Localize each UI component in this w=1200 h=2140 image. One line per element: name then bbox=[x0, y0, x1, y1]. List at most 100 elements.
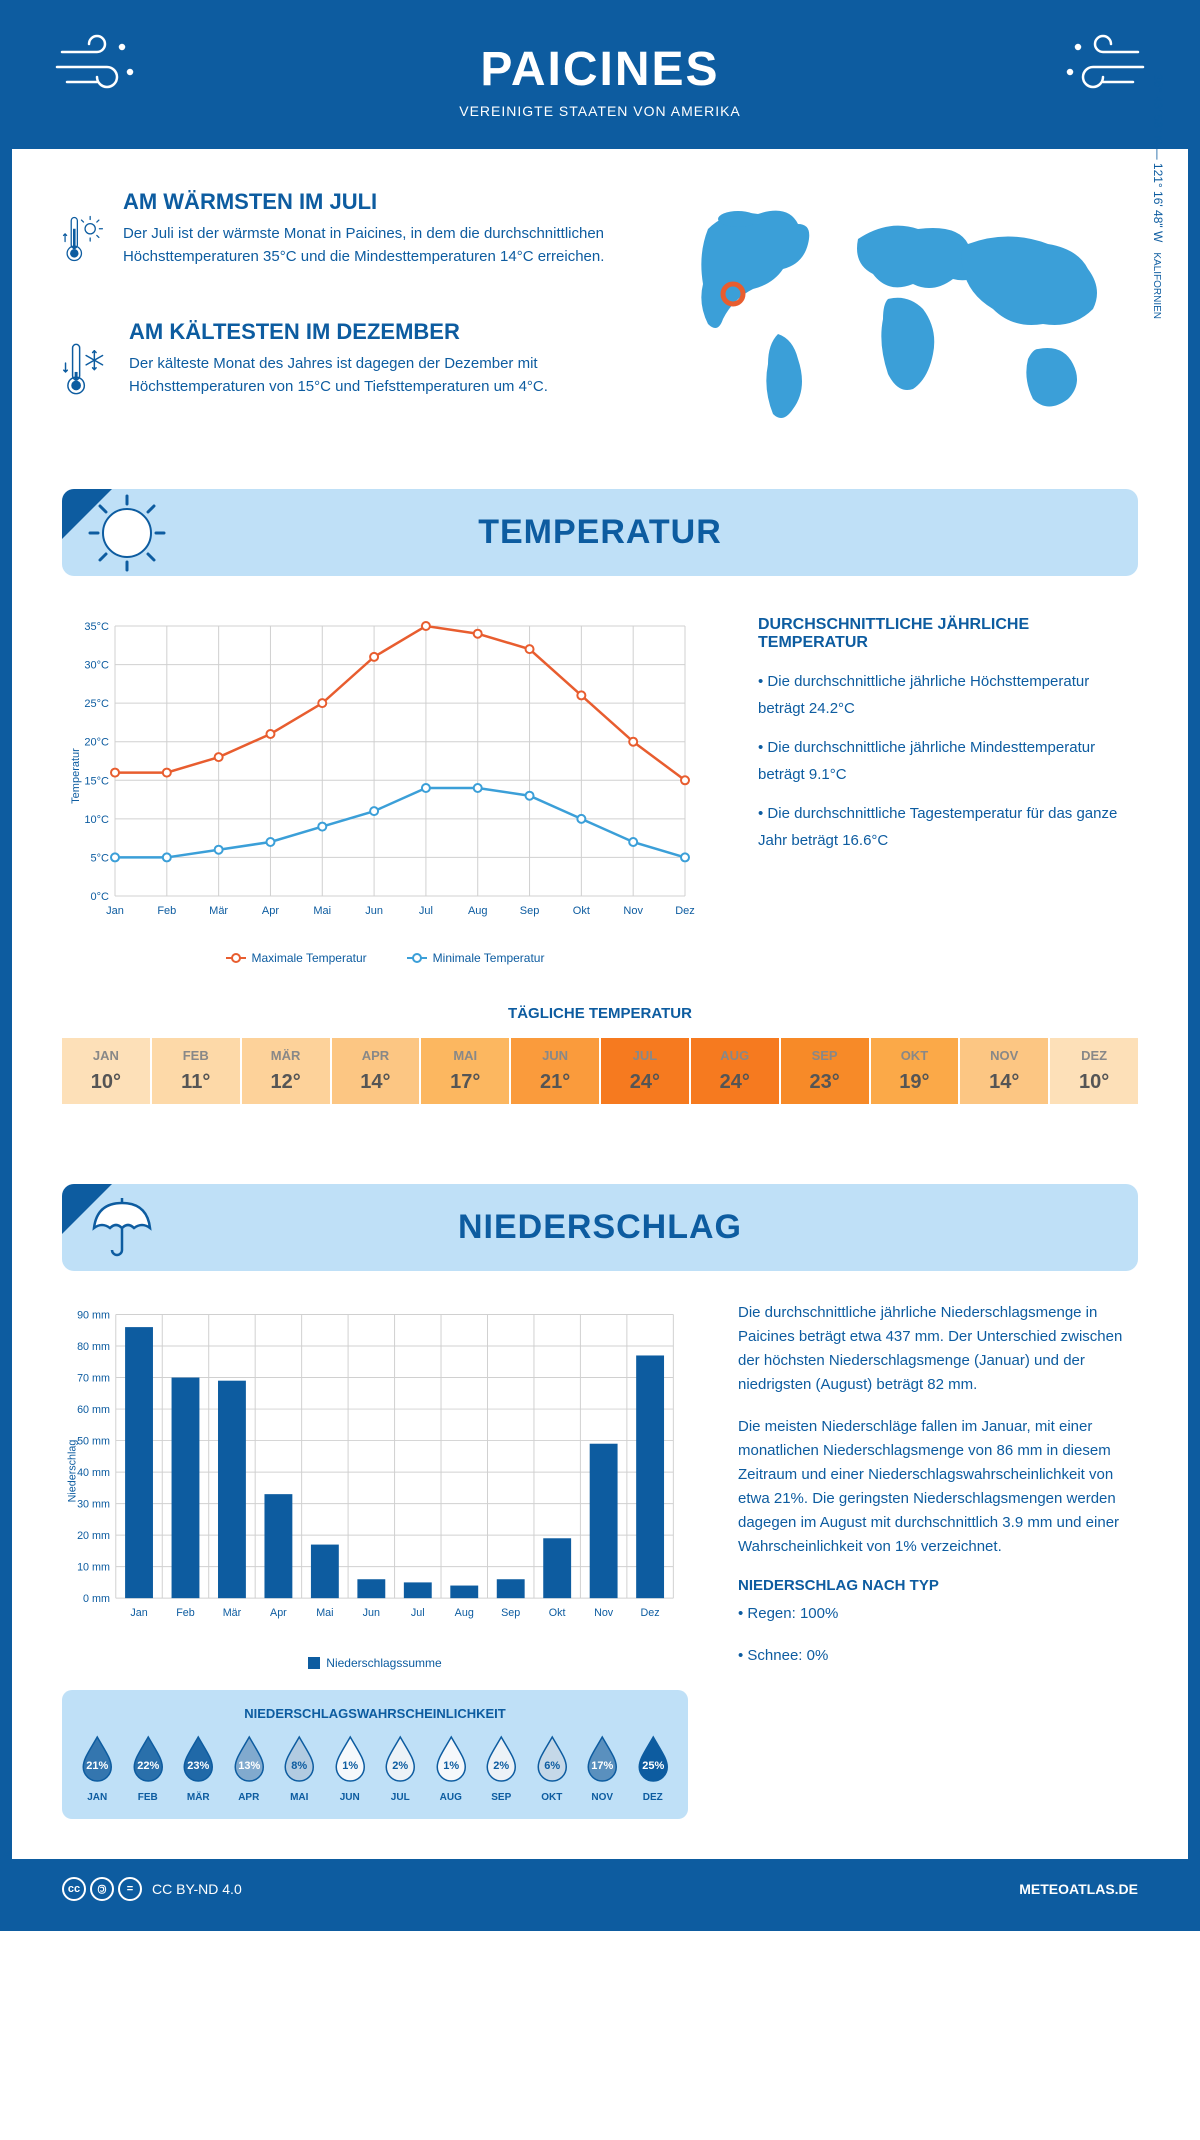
svg-text:Feb: Feb bbox=[157, 905, 176, 917]
page-footer: cc 🄯 = CC BY-ND 4.0 METEOATLAS.DE bbox=[12, 1859, 1188, 1919]
page-header: PAICINES VEREINIGTE STAATEN VON AMERIKA bbox=[12, 12, 1188, 149]
probability-drop: 23%MÄR bbox=[175, 1733, 222, 1803]
svg-text:70 mm: 70 mm bbox=[77, 1372, 110, 1384]
probability-drop: 17%NOV bbox=[579, 1733, 626, 1803]
svg-text:8%: 8% bbox=[291, 1760, 307, 1772]
svg-text:Mai: Mai bbox=[316, 1607, 333, 1619]
svg-text:Jan: Jan bbox=[106, 905, 124, 917]
thermometer-cold-icon bbox=[62, 319, 109, 419]
svg-text:Feb: Feb bbox=[176, 1607, 195, 1619]
temp-bullet: • Die durchschnittliche jährliche Höchst… bbox=[758, 668, 1138, 722]
svg-text:30 mm: 30 mm bbox=[77, 1499, 110, 1511]
svg-text:Okt: Okt bbox=[549, 1607, 566, 1619]
probability-drop: 13%APR bbox=[226, 1733, 273, 1803]
precip-type-title: NIEDERSCHLAG NACH TYP bbox=[738, 1577, 1138, 1594]
svg-text:Okt: Okt bbox=[573, 905, 590, 917]
temp-bullet: • Die durchschnittliche jährliche Mindes… bbox=[758, 734, 1138, 788]
location-subtitle: VEREINIGTE STAATEN VON AMERIKA bbox=[32, 103, 1168, 119]
coldest-title: AM KÄLTESTEN IM DEZEMBER bbox=[129, 319, 618, 345]
probability-drop: 6%OKT bbox=[529, 1733, 576, 1803]
svg-text:10 mm: 10 mm bbox=[77, 1562, 110, 1574]
precip-type-line: • Regen: 100% bbox=[738, 1602, 1138, 1626]
svg-text:80 mm: 80 mm bbox=[77, 1341, 110, 1353]
svg-text:5°C: 5°C bbox=[91, 852, 110, 864]
daily-temp-cell: JUL24° bbox=[601, 1038, 689, 1104]
svg-text:Nov: Nov bbox=[594, 1607, 614, 1619]
daily-temp-cell: JAN10° bbox=[62, 1038, 150, 1104]
site-name: METEOATLAS.DE bbox=[1019, 1881, 1138, 1897]
svg-text:Apr: Apr bbox=[262, 905, 279, 917]
warmest-text: Der Juli ist der wärmste Monat in Paicin… bbox=[123, 223, 618, 268]
daily-temp-cell: JUN21° bbox=[511, 1038, 599, 1104]
warmest-title: AM WÄRMSTEN IM JULI bbox=[123, 189, 618, 215]
thermometer-hot-icon bbox=[62, 189, 103, 289]
probability-drop: 1%JUN bbox=[327, 1733, 374, 1803]
svg-text:35°C: 35°C bbox=[84, 621, 109, 633]
daily-temp-cell: MÄR12° bbox=[242, 1038, 330, 1104]
temperature-banner: TEMPERATUR bbox=[62, 489, 1138, 576]
svg-text:17%: 17% bbox=[591, 1760, 613, 1772]
precipitation-heading: NIEDERSCHLAG bbox=[86, 1208, 1114, 1247]
precipitation-chart: 0 mm10 mm20 mm30 mm40 mm50 mm60 mm70 mm8… bbox=[62, 1301, 688, 1641]
coldest-text: Der kälteste Monat des Jahres ist dagege… bbox=[129, 353, 618, 398]
temp-bullet: • Die durchschnittliche Tagestemperatur … bbox=[758, 800, 1138, 854]
svg-text:20°C: 20°C bbox=[84, 737, 109, 749]
precip-type-line: • Schnee: 0% bbox=[738, 1644, 1138, 1668]
daily-temp-cell: AUG24° bbox=[691, 1038, 779, 1104]
svg-text:Sep: Sep bbox=[501, 1607, 520, 1619]
svg-text:50 mm: 50 mm bbox=[77, 1435, 110, 1447]
probability-drop: 21%JAN bbox=[74, 1733, 121, 1803]
svg-text:Jun: Jun bbox=[365, 905, 383, 917]
precipitation-banner: NIEDERSCHLAG bbox=[62, 1184, 1138, 1271]
legend-item: .legend-swatch[style*='#3b9fd8']::after{… bbox=[407, 951, 545, 965]
svg-text:20 mm: 20 mm bbox=[77, 1530, 110, 1542]
svg-text:1%: 1% bbox=[443, 1760, 459, 1772]
cc-icons: cc 🄯 = bbox=[62, 1877, 142, 1901]
probability-drop: 25%DEZ bbox=[630, 1733, 677, 1803]
daily-temp-cell: NOV14° bbox=[960, 1038, 1048, 1104]
svg-text:Jul: Jul bbox=[419, 905, 433, 917]
probability-drop: 8%MAI bbox=[276, 1733, 323, 1803]
probability-drop: 22%FEB bbox=[125, 1733, 172, 1803]
probability-drop: 2%JUL bbox=[377, 1733, 424, 1803]
prob-title: NIEDERSCHLAGSWAHRSCHEINLICHKEIT bbox=[74, 1706, 676, 1721]
legend-item: .legend-swatch[style*='#e85d2f']::after{… bbox=[226, 951, 367, 965]
svg-text:30°C: 30°C bbox=[84, 660, 109, 672]
svg-text:Aug: Aug bbox=[455, 1607, 474, 1619]
daily-temp-cell: DEZ10° bbox=[1050, 1038, 1138, 1104]
svg-text:Aug: Aug bbox=[468, 905, 488, 917]
probability-drop: 2%SEP bbox=[478, 1733, 525, 1803]
svg-text:0 mm: 0 mm bbox=[83, 1593, 110, 1605]
temperature-chart: 0°C5°C10°C15°C20°C25°C30°C35°CJanFebMärA… bbox=[62, 616, 708, 965]
daily-temperature: TÄGLICHE TEMPERATUR JAN10°FEB11°MÄR12°AP… bbox=[12, 1005, 1188, 1144]
svg-text:90 mm: 90 mm bbox=[77, 1309, 110, 1321]
svg-text:2%: 2% bbox=[392, 1760, 408, 1772]
coordinates: 36° 43' 58" N — 121° 16' 48" W KALIFORNI… bbox=[1151, 74, 1165, 319]
wind-icon-right bbox=[1058, 32, 1148, 102]
precipitation-text: Die durchschnittliche jährliche Niedersc… bbox=[738, 1301, 1138, 1819]
location-title: PAICINES bbox=[32, 42, 1168, 97]
svg-text:Nov: Nov bbox=[623, 905, 643, 917]
svg-text:Dez: Dez bbox=[675, 905, 695, 917]
license-text: CC BY-ND 4.0 bbox=[152, 1881, 242, 1897]
precip-para-2: Die meisten Niederschläge fallen im Janu… bbox=[738, 1415, 1138, 1559]
precipitation-probability: NIEDERSCHLAGSWAHRSCHEINLICHKEIT 21%JAN22… bbox=[62, 1690, 688, 1819]
svg-text:Sep: Sep bbox=[520, 905, 540, 917]
svg-text:Mär: Mär bbox=[209, 905, 228, 917]
intro-section: AM WÄRMSTEN IM JULI Der Juli ist der wär… bbox=[12, 149, 1188, 489]
svg-text:Temperatur: Temperatur bbox=[70, 748, 82, 804]
svg-text:0°C: 0°C bbox=[91, 891, 110, 903]
svg-text:Apr: Apr bbox=[270, 1607, 287, 1619]
daily-temp-cell: OKT19° bbox=[871, 1038, 959, 1104]
svg-text:10°C: 10°C bbox=[84, 814, 109, 826]
daily-temp-cell: MAI17° bbox=[421, 1038, 509, 1104]
svg-text:6%: 6% bbox=[544, 1760, 560, 1772]
temperature-info: DURCHSCHNITTLICHE JÄHRLICHE TEMPERATUR •… bbox=[758, 616, 1138, 965]
temperature-heading: TEMPERATUR bbox=[86, 513, 1114, 552]
umbrella-icon bbox=[82, 1188, 162, 1268]
svg-text:Niederschlag: Niederschlag bbox=[67, 1440, 79, 1503]
svg-text:22%: 22% bbox=[137, 1760, 159, 1772]
svg-text:Mär: Mär bbox=[223, 1607, 242, 1619]
svg-text:15°C: 15°C bbox=[84, 775, 109, 787]
svg-text:Mai: Mai bbox=[313, 905, 331, 917]
